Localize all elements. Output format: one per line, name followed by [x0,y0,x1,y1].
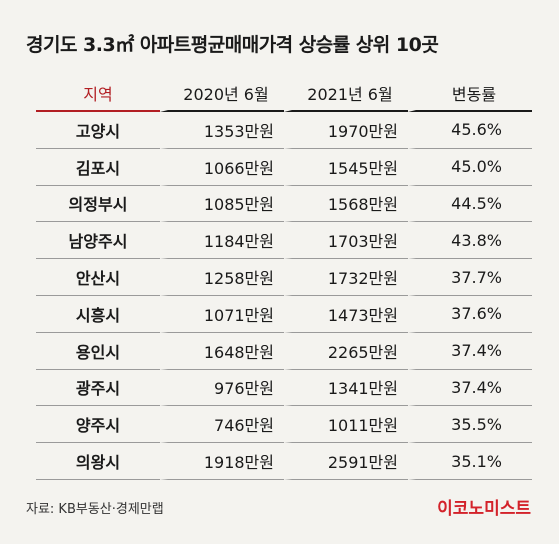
table-row: 의왕시 1918만원 2591만원 35.1% [36,443,532,480]
table-body: 고양시 1353만원 1970만원 45.6% 김포시 1066만원 1545만… [36,112,532,480]
region-cell: 용인시 [36,333,160,370]
region-cell: 김포시 [36,149,160,186]
region-cell: 의왕시 [36,443,160,480]
header-2021: 2021년 6월 [284,76,408,112]
table-header-row: 지역 2020년 6월 2021년 6월 변동률 [36,76,532,112]
change-rate-cell: 37.6% [408,295,532,333]
change-rate-cell: 43.8% [408,222,532,260]
table-row: 양주시 746만원 1011만원 35.5% [36,406,532,444]
price-2021-cell: 1568만원 [284,185,408,223]
header-2020: 2020년 6월 [160,76,284,112]
table-row: 의정부시 1085만원 1568만원 44.5% [36,185,532,223]
price-2020-cell: 976만원 [160,369,284,407]
price-2021-cell: 2591만원 [284,443,408,480]
price-2020-cell: 1066만원 [160,148,284,186]
source-note: 자료: KB부동산·경제만랩 [26,502,164,517]
price-2021-cell: 1703만원 [284,222,408,260]
price-2020-cell: 1258만원 [160,259,284,296]
brand-logo: 이코노미스트 [437,499,531,519]
region-cell: 시흥시 [36,296,160,333]
price-2020-cell: 1071만원 [160,295,284,333]
region-cell: 양주시 [36,406,160,444]
region-cell: 광주시 [36,370,160,407]
price-2021-cell: 1970만원 [284,112,408,149]
price-2020-cell: 1085만원 [160,185,284,223]
price-2021-cell: 1341만원 [284,369,408,407]
price-2020-cell: 1353만원 [160,112,284,149]
change-rate-cell: 45.0% [408,148,532,186]
region-cell: 의정부시 [36,186,160,223]
change-rate-cell: 37.4% [408,332,532,370]
price-2020-cell: 746만원 [160,406,284,444]
change-rate-cell: 37.7% [408,259,532,296]
table-row: 고양시 1353만원 1970만원 45.6% [36,112,532,149]
page-title: 경기도 3.3㎡ 아파트평균매매가격 상승률 상위 10곳 [26,34,439,56]
table-row: 시흥시 1071만원 1473만원 37.6% [36,295,532,333]
table-row: 용인시 1648만원 2265만원 37.4% [36,332,532,370]
change-rate-cell: 37.4% [408,369,532,407]
region-cell: 남양주시 [36,222,160,260]
price-2020-cell: 1648만원 [160,332,284,370]
price-2021-cell: 1732만원 [284,259,408,296]
price-2021-cell: 1011만원 [284,406,408,444]
region-cell: 안산시 [36,259,160,296]
header-region: 지역 [36,76,160,112]
header-change: 변동률 [408,76,532,112]
price-2020-cell: 1918만원 [160,443,284,480]
price-2021-cell: 1473만원 [284,295,408,333]
price-2021-cell: 1545만원 [284,148,408,186]
change-rate-cell: 35.5% [408,406,532,444]
price-2021-cell: 2265만원 [284,332,408,370]
price-table: 지역 2020년 6월 2021년 6월 변동률 고양시 1353만원 1970… [36,76,532,480]
table-row: 광주시 976만원 1341만원 37.4% [36,369,532,407]
table-row: 안산시 1258만원 1732만원 37.7% [36,259,532,296]
table-row: 남양주시 1184만원 1703만원 43.8% [36,222,532,260]
change-rate-cell: 45.6% [408,112,532,149]
region-cell: 고양시 [36,112,160,149]
change-rate-cell: 44.5% [408,185,532,223]
table-row: 김포시 1066만원 1545만원 45.0% [36,148,532,186]
price-2020-cell: 1184만원 [160,222,284,260]
change-rate-cell: 35.1% [408,443,532,480]
